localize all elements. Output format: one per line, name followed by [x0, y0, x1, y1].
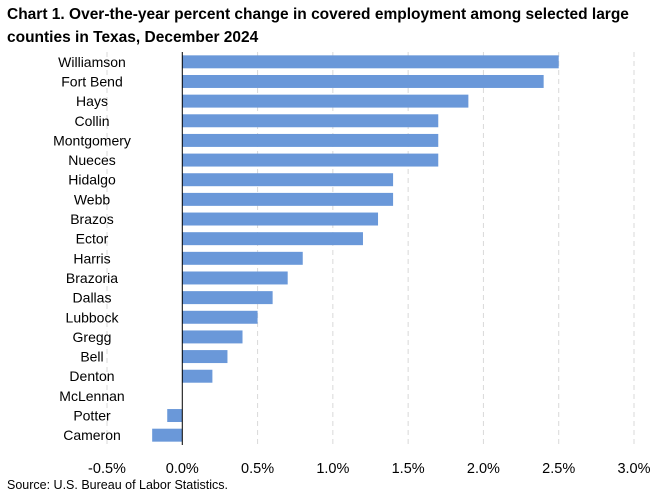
bar-dallas	[182, 291, 273, 305]
bar-collin	[182, 114, 439, 128]
x-tick-label: 0.0%	[166, 461, 199, 477]
bar-nueces	[182, 153, 439, 167]
bar-williamson	[182, 55, 559, 69]
category-label: Denton	[69, 368, 114, 384]
category-label: McLennan	[59, 388, 124, 404]
bar-gregg	[182, 330, 243, 344]
category-label: Dallas	[73, 290, 112, 306]
category-label: Williamson	[58, 54, 126, 70]
category-label: Brazoria	[66, 270, 118, 286]
bar-hidalgo	[182, 173, 394, 187]
x-tick-label: -0.5%	[88, 461, 126, 477]
category-label: Ector	[76, 231, 109, 247]
source-note: Source: U.S. Bureau of Labor Statistics.	[7, 478, 228, 492]
bar-brazoria	[182, 271, 288, 285]
category-label: Nueces	[68, 152, 115, 168]
bar-ector	[182, 232, 363, 246]
category-labels: Williamson Fort Bend Hays Collin Montgomery N…	[53, 54, 131, 443]
bar-potter	[167, 409, 183, 423]
x-axis-tick-labels: -0.5% 0.0% 0.5% 1.0% 1.5% 2.0% 2.5% 3.0%	[88, 461, 651, 477]
bar-lubbock	[182, 310, 258, 324]
bar-fort-bend	[182, 74, 544, 88]
category-label: Hidalgo	[68, 172, 116, 188]
bar-brazos	[182, 212, 379, 226]
category-label: Bell	[80, 349, 103, 365]
category-label: Lubbock	[66, 309, 120, 325]
category-label: Potter	[73, 408, 111, 424]
bar-bell	[182, 350, 228, 364]
bar-denton	[182, 369, 213, 383]
category-label: Montgomery	[53, 132, 131, 148]
category-label: Hays	[76, 93, 108, 109]
bar-hays	[182, 94, 469, 108]
category-label: Harris	[73, 250, 110, 266]
category-label: Brazos	[70, 211, 114, 227]
category-label: Gregg	[73, 329, 112, 345]
x-tick-label: 0.5%	[241, 461, 274, 477]
x-tick-label: 1.0%	[316, 461, 349, 477]
x-tick-label: 3.0%	[617, 461, 650, 477]
bar-webb	[182, 192, 394, 206]
bars	[152, 55, 559, 442]
x-tick-label: 2.0%	[467, 461, 500, 477]
category-label: Collin	[74, 113, 109, 129]
bar-cameron	[152, 428, 183, 442]
x-tick-label: 2.5%	[542, 461, 575, 477]
x-tick-label: 1.5%	[392, 461, 425, 477]
category-label: Fort Bend	[61, 73, 122, 89]
bar-harris	[182, 251, 303, 265]
chart-title: Chart 1. Over-the-year percent change in…	[7, 6, 629, 46]
category-label: Cameron	[63, 427, 121, 443]
gridlines	[106, 52, 635, 445]
bar-montgomery	[182, 133, 439, 147]
category-label: Webb	[74, 191, 111, 207]
